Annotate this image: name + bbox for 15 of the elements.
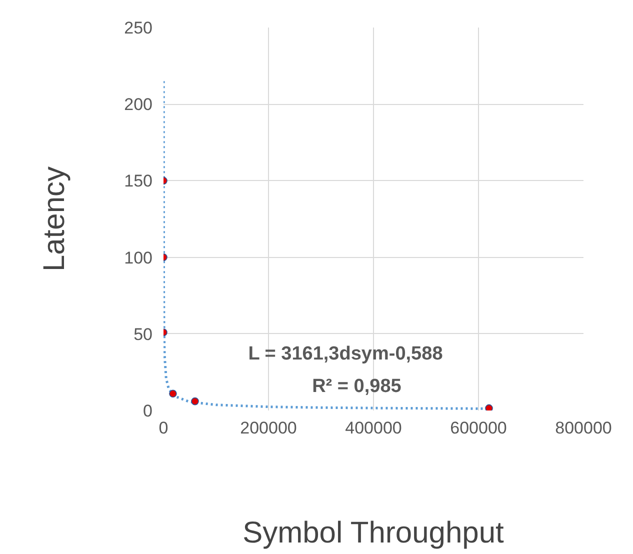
y-axis-title: Latency <box>38 166 72 272</box>
y-tick-label: 100 <box>124 248 153 268</box>
x-tick-label: 600000 <box>450 418 507 438</box>
y-tick-label: 0 <box>143 402 153 420</box>
y-tick-label: 150 <box>124 172 153 191</box>
x-tick-label: 0 <box>158 418 168 438</box>
annotation: L = 3161,3dsym-0,588 <box>248 344 443 365</box>
x-tick-label: 400000 <box>345 418 402 438</box>
y-tick-label: 200 <box>124 95 153 114</box>
y-tick-label: 250 <box>124 18 153 38</box>
x-tick-label: 200000 <box>240 418 297 438</box>
x-tick-label: 800000 <box>555 418 612 438</box>
x-axis-title: Symbol Throughput <box>242 516 505 550</box>
annotation: R² = 0,985 <box>312 376 402 398</box>
y-tick-label: 50 <box>134 324 153 344</box>
